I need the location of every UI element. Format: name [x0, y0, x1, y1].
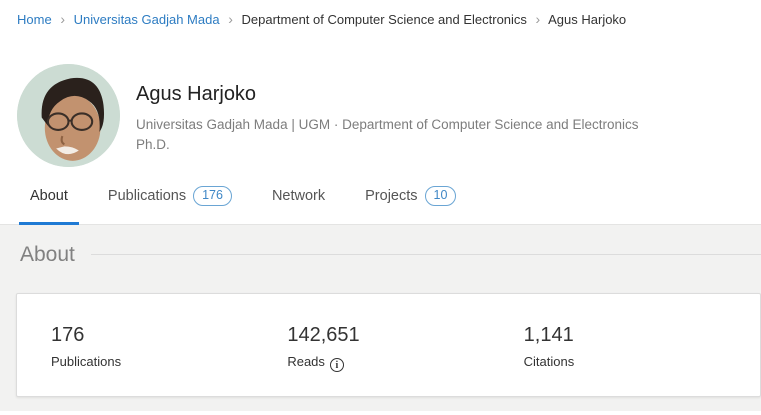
stat-publications: 176 Publications: [51, 324, 287, 396]
avatar[interactable]: [17, 64, 120, 167]
about-section: About 176 Publications 142,651 Reads i 1,…: [0, 225, 761, 411]
breadcrumb-item-person: Agus Harjoko: [548, 12, 627, 27]
breadcrumb-link-home[interactable]: Home: [17, 12, 52, 27]
tab-projects[interactable]: Projects 10: [354, 186, 467, 225]
breadcrumb-item-department: Department of Computer Science and Elect…: [241, 12, 527, 27]
stat-label: Publications: [51, 354, 122, 369]
stat-reads: 142,651 Reads i: [287, 324, 523, 396]
tab-publications[interactable]: Publications 176: [97, 186, 243, 225]
profile-name: Agus Harjoko: [136, 83, 257, 105]
profile-degree: Ph.D.: [136, 137, 170, 152]
stat-citations: 1,141 Citations: [524, 324, 760, 396]
tab-bar: About Publications 176 Network Projects …: [0, 186, 761, 225]
tab-label: Network: [271, 188, 326, 204]
stat-label: Reads i: [287, 354, 523, 372]
stat-label: Citations: [523, 354, 575, 369]
breadcrumb: Home › Universitas Gadjah Mada › Departm…: [0, 0, 761, 28]
projects-count-badge: 10: [424, 186, 457, 206]
chevron-right-icon: ›: [228, 11, 233, 27]
tab-network[interactable]: Network: [261, 186, 336, 225]
chevron-right-icon: ›: [535, 11, 541, 27]
profile-affiliation: Universitas Gadjah Mada | UGM · Departme…: [136, 117, 639, 132]
info-icon[interactable]: i: [329, 358, 344, 372]
section-title: About: [20, 243, 75, 266]
section-header: About: [0, 242, 761, 267]
chevron-right-icon: ›: [60, 11, 65, 27]
stat-value: 142,651: [287, 324, 360, 346]
tab-label: Projects: [365, 188, 418, 204]
tab-label: Publications: [107, 188, 187, 204]
profile-photo: [17, 64, 120, 167]
tab-about[interactable]: About: [19, 186, 79, 225]
stat-label-text: Reads: [287, 354, 325, 369]
publications-count-badge: 176: [193, 186, 232, 206]
breadcrumb-link-university[interactable]: Universitas Gadjah Mada: [73, 12, 220, 27]
profile-info: Agus Harjoko Universitas Gadjah Mada | U…: [136, 64, 638, 167]
stat-value: 1,141: [523, 324, 574, 346]
divider: [90, 254, 761, 255]
stat-value: 176: [51, 324, 85, 346]
tab-label: About: [30, 188, 68, 204]
profile-header: Agus Harjoko Universitas Gadjah Mada | U…: [17, 64, 761, 167]
stats-card: 176 Publications 142,651 Reads i 1,141 Ci…: [16, 293, 761, 397]
